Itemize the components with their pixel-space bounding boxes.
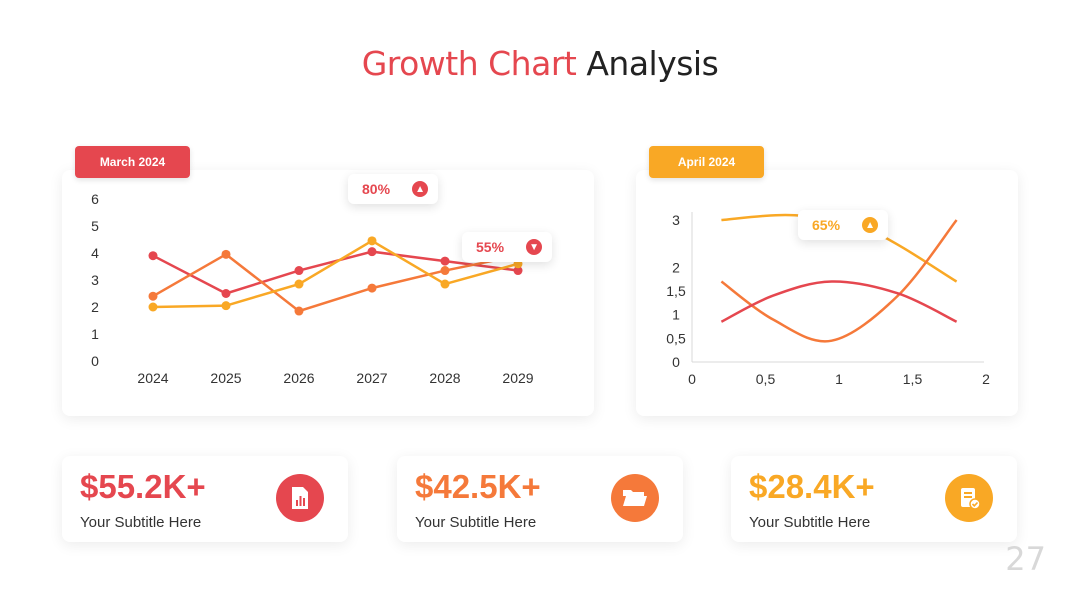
march-tag: March 2024 [75,146,190,178]
y-tick-label: 2 [672,259,680,275]
y-tick-label: 0,5 [666,330,686,346]
x-tick-label: 2024 [137,370,168,386]
page-number: 27 [1005,540,1046,578]
data-point [221,289,231,298]
data-point [367,283,377,293]
data-point [513,266,523,276]
series-curve [720,280,958,323]
april-chart-card: 0 0,5 1 1,5 2 3 0 0,5 1 1,5 2 [636,170,1018,416]
y-tick-label: 5 [91,218,99,234]
data-point [221,249,231,259]
data-point [148,251,158,261]
chevron-down-icon: ▼ [526,239,543,255]
y-tick-label: 3 [91,272,99,288]
data-point [440,256,450,266]
march-line-chart: 0 1 2 3 4 5 6 2024 2025 2026 2027 2028 2029 [91,191,534,386]
stat-card-3: $28.4K+ Your Subtitle Here [731,456,1017,542]
callout-55: 55% ▼ [462,232,553,262]
x-tick-label: 2028 [429,370,460,386]
y-tick-label: 1,5 [666,283,686,299]
series-line [152,252,519,313]
series-line [152,239,519,309]
y-tick-label: 0 [672,354,680,370]
x-tick-label: 1 [835,371,843,387]
x-tick-label: 2026 [283,370,314,386]
title-accent: Growth Chart [361,44,577,83]
report-chart-icon [276,474,324,522]
x-tick-label: 2027 [356,370,387,386]
march-chart-card: 0 1 2 3 4 5 6 2024 2025 2026 2027 2028 2029 [62,170,594,416]
callout-65: 65% ▲ [798,210,889,240]
data-point [294,306,304,316]
y-tick-label: 4 [91,245,99,261]
x-tick-label: 0,5 [756,371,776,387]
march-tag-label: March 2024 [99,155,166,169]
checklist-icon [945,474,993,522]
april-tag: April 2024 [649,146,764,178]
page-title: Growth Chart Analysis [0,44,1080,83]
stat-subtitle: Your Subtitle Here [415,514,537,531]
y-tick-label: 1 [91,326,99,342]
x-tick-label: 2 [982,371,990,387]
y-tick-label: 6 [91,191,99,207]
april-line-chart: 0 0,5 1 1,5 2 3 0 0,5 1 1,5 2 [666,212,990,387]
x-tick-label: 2029 [502,370,533,386]
stat-value: $28.4K+ [749,468,875,505]
x-tick-label: 2025 [210,370,241,386]
folder-icon [611,474,659,522]
data-point [440,266,450,276]
y-tick-label: 2 [91,299,99,315]
callout-65-value: 65% [812,217,841,233]
callout-55-value: 55% [476,239,505,255]
data-point [148,302,158,312]
stat-subtitle: Your Subtitle Here [80,514,202,531]
chevron-up-icon: ▲ [412,181,429,197]
stat-value: $42.5K+ [415,468,541,505]
stat-card-1: $55.2K+ Your Subtitle Here [62,456,348,542]
y-tick-label: 3 [672,212,680,228]
april-tag-label: April 2024 [677,155,736,169]
data-point [294,279,304,289]
y-tick-label: 1 [672,307,680,323]
title-rest: Analysis [586,44,719,83]
data-point [148,291,158,301]
stat-subtitle: Your Subtitle Here [749,514,871,531]
x-tick-label: 0 [688,371,696,387]
data-point [440,279,450,289]
callout-80-value: 80% [362,181,391,197]
data-point [221,301,231,311]
x-tick-label: 1,5 [903,371,923,387]
data-point [367,236,377,246]
stat-value: $55.2K+ [80,468,206,505]
data-point [294,266,304,276]
data-point [367,247,377,257]
series-curve [720,219,958,343]
callout-80: 80% ▲ [348,174,439,204]
stat-card-2: $42.5K+ Your Subtitle Here [397,456,683,542]
chevron-up-icon: ▲ [862,217,879,233]
y-tick-label: 0 [91,353,99,369]
